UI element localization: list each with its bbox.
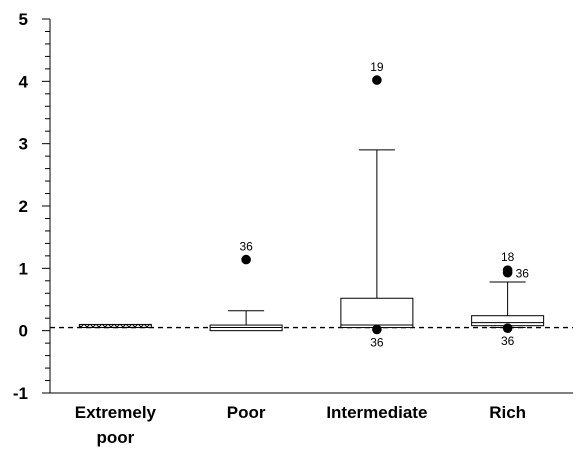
- outlier-point: [372, 75, 382, 85]
- outlier-label: 36: [370, 335, 384, 349]
- iqr-box: [340, 297, 414, 329]
- outlier-label: 18: [501, 250, 515, 264]
- outlier-point: [372, 324, 382, 335]
- x-tick-label: Poor: [227, 403, 266, 422]
- y-tick-label: 2: [19, 197, 28, 216]
- outlier-label: 36: [239, 240, 253, 254]
- y-tick-label: 4: [19, 72, 29, 91]
- x-tick-label: Intermediate: [326, 403, 427, 422]
- x-tick-label: poor: [96, 428, 134, 447]
- outlier-point: [502, 323, 513, 333]
- outlier-point: [241, 254, 251, 265]
- x-tick-label: Rich: [489, 403, 526, 422]
- axes: -1 0 1 2 3 4 5: [13, 10, 573, 403]
- box-1: [78, 323, 152, 329]
- y-tick-label: 3: [19, 135, 28, 154]
- y-tick-label: 5: [19, 10, 28, 29]
- outlier-label: 36: [516, 267, 530, 281]
- outlier-label: 19: [370, 60, 384, 74]
- outlier-label: 36: [501, 334, 515, 348]
- y-tick-label: -1: [13, 384, 28, 403]
- outlier-point: [502, 267, 513, 278]
- box-2: 36: [209, 240, 283, 332]
- x-tick-labels: Extremely poor Poor Intermediate Rich: [75, 403, 526, 447]
- y-tick-label: 1: [19, 259, 28, 278]
- x-tick-label: Extremely: [75, 403, 157, 422]
- y-tick-label: 0: [19, 322, 28, 341]
